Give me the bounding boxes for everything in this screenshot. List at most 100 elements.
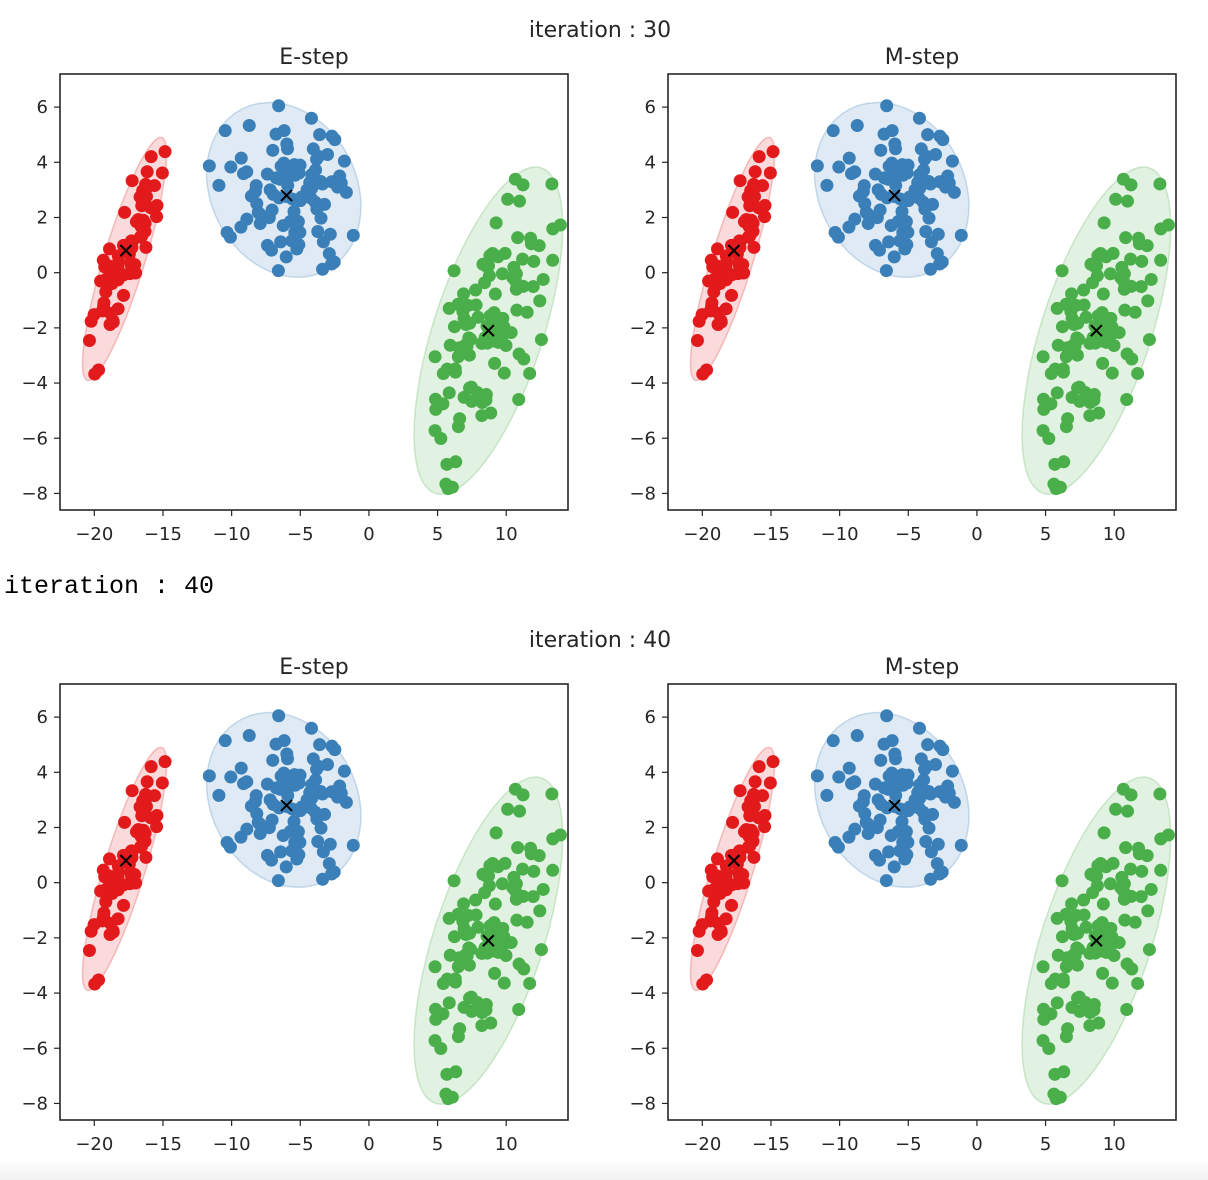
data-point: [1121, 194, 1135, 208]
data-point: [511, 231, 525, 245]
centroid-stroke: [280, 189, 293, 202]
data-point: [260, 777, 274, 791]
data-point: [459, 338, 473, 352]
data-point: [1132, 237, 1146, 251]
data-point: [137, 184, 151, 198]
data-point: [429, 1002, 443, 1016]
data-point: [1104, 937, 1118, 951]
data-point: [155, 776, 169, 790]
data-point: [922, 785, 936, 799]
data-point: [440, 362, 454, 376]
y-tick-label: 2: [37, 817, 48, 838]
centroid-marker-1: [119, 854, 133, 867]
data-point: [476, 867, 490, 881]
data-point: [1161, 218, 1175, 232]
x-tick-label: 0: [971, 1134, 982, 1155]
data-point: [1117, 267, 1131, 281]
data-point: [266, 143, 280, 157]
data-point: [273, 172, 287, 186]
x-tick-label: 0: [363, 524, 374, 545]
y-tick-label: −8: [629, 483, 656, 504]
data-point: [137, 794, 151, 808]
data-point: [1107, 949, 1121, 963]
x-tick-label: −5: [287, 1134, 314, 1155]
centroid-marker-1: [727, 244, 741, 257]
x-tick-label: 5: [432, 524, 443, 545]
data-point: [311, 834, 325, 848]
data-point: [877, 127, 891, 141]
data-point: [517, 352, 531, 366]
x-tick-label: 5: [1040, 524, 1051, 545]
axes-title: M-step: [885, 45, 960, 70]
data-point: [898, 158, 912, 172]
y-tick-label: −4: [21, 373, 48, 394]
data-point: [1050, 911, 1064, 925]
data-point: [748, 775, 762, 789]
data-point: [745, 184, 759, 198]
data-point: [1132, 847, 1146, 861]
data-point: [309, 773, 323, 787]
data-point: [1118, 913, 1132, 927]
data-point: [271, 874, 285, 888]
centroid-marker-2: [888, 799, 901, 812]
data-point: [457, 897, 471, 911]
data-point: [828, 225, 842, 239]
data-point: [820, 178, 834, 192]
centroid-stroke: [119, 244, 133, 257]
data-point: [919, 224, 933, 238]
y-tick-label: −4: [629, 373, 656, 394]
data-point: [1092, 406, 1106, 420]
data-point: [711, 317, 725, 331]
data-point: [339, 795, 353, 809]
data-point: [725, 898, 739, 912]
data-point: [339, 185, 353, 199]
data-point: [510, 303, 524, 317]
data-point: [88, 977, 102, 991]
data-point: [1048, 362, 1062, 376]
data-point: [279, 860, 293, 874]
data-point: [136, 213, 150, 227]
data-point: [491, 926, 505, 940]
data-point: [117, 898, 131, 912]
data-point: [325, 257, 339, 271]
data-point: [240, 822, 254, 836]
data-point: [945, 764, 959, 778]
data-point: [520, 915, 534, 929]
figure-iteration-30: iteration : 30 E-step−20 −15 −10 −5 0 5 10−8−6…: [21, 18, 1177, 545]
data-point: [705, 296, 719, 310]
data-point: [309, 163, 323, 177]
data-point: [1135, 254, 1149, 268]
data-point: [1077, 908, 1091, 922]
data-point: [314, 175, 328, 189]
data-point: [314, 785, 328, 799]
centroid-marker-2: [280, 799, 293, 812]
y-tick-label: 2: [645, 817, 656, 838]
data-point: [316, 845, 330, 859]
data-point: [486, 857, 500, 871]
data-point: [283, 214, 297, 228]
data-point: [486, 247, 500, 261]
data-point: [135, 839, 149, 853]
data-point: [274, 235, 288, 249]
x-tick-label: 0: [363, 1134, 374, 1155]
data-point: [441, 1092, 455, 1106]
data-point: [281, 142, 295, 156]
y-tick-label: −6: [629, 428, 656, 449]
data-point: [509, 892, 523, 906]
data-point: [1142, 333, 1156, 347]
data-point: [1119, 231, 1133, 245]
data-point: [1105, 976, 1119, 990]
data-point: [900, 238, 914, 252]
data-point: [516, 252, 530, 266]
figure-suptitle: iteration : 30: [529, 18, 671, 43]
data-point: [695, 918, 709, 932]
x-tick-label: −20: [683, 524, 721, 545]
data-point: [484, 1016, 498, 1030]
x-tick-label: −20: [683, 1134, 721, 1155]
data-point: [924, 845, 938, 859]
data-point: [212, 178, 226, 192]
data-point: [218, 124, 232, 138]
data-point: [111, 882, 125, 896]
y-tick-label: −6: [21, 1038, 48, 1059]
data-point: [271, 264, 285, 278]
